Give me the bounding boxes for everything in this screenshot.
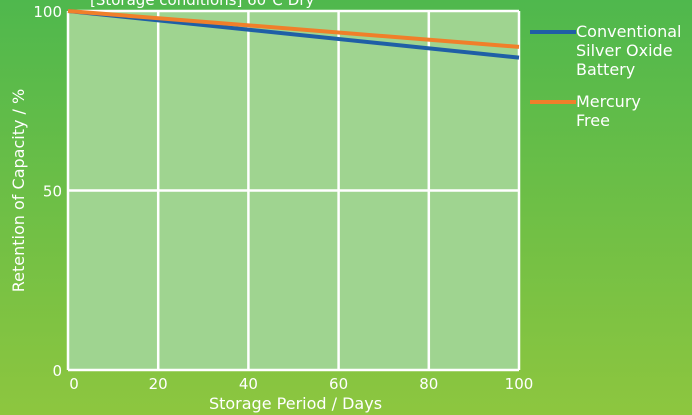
- y-tick-label-0: 0: [52, 362, 62, 380]
- y-tick-label-2: 100: [33, 3, 62, 21]
- legend-label-0-line-2: Battery: [576, 60, 635, 79]
- y-axis-label: Retention of Capacity / %: [9, 89, 28, 292]
- x-tick-label-3: 60: [329, 375, 348, 393]
- series-lines: [67, 9, 520, 60]
- grid-lines: [66, 9, 521, 372]
- x-tick-label-5: 100: [505, 375, 534, 393]
- x-axis-label: Storage Period / Days: [209, 394, 382, 413]
- x-tick-label-0: 0: [69, 375, 79, 393]
- legend-label-0-line-0: Conventional: [576, 22, 681, 41]
- legend-label-0-line-1: Silver Oxide: [576, 41, 673, 60]
- y-tick-labels: 0 50 100: [33, 3, 62, 380]
- x-tick-label-2: 40: [239, 375, 258, 393]
- x-tick-labels: 0 20 40 60 80 100: [69, 375, 533, 393]
- chart-title: [Storage conditions] 60℃ Dry: [90, 0, 315, 9]
- series-line-1: [67, 9, 520, 49]
- legend-label-1-line-1: Free: [576, 111, 610, 130]
- legend-label-1-line-0: Mercury: [576, 92, 641, 111]
- x-tick-label-4: 80: [419, 375, 438, 393]
- x-tick-label-1: 20: [149, 375, 168, 393]
- y-tick-label-1: 50: [43, 183, 62, 201]
